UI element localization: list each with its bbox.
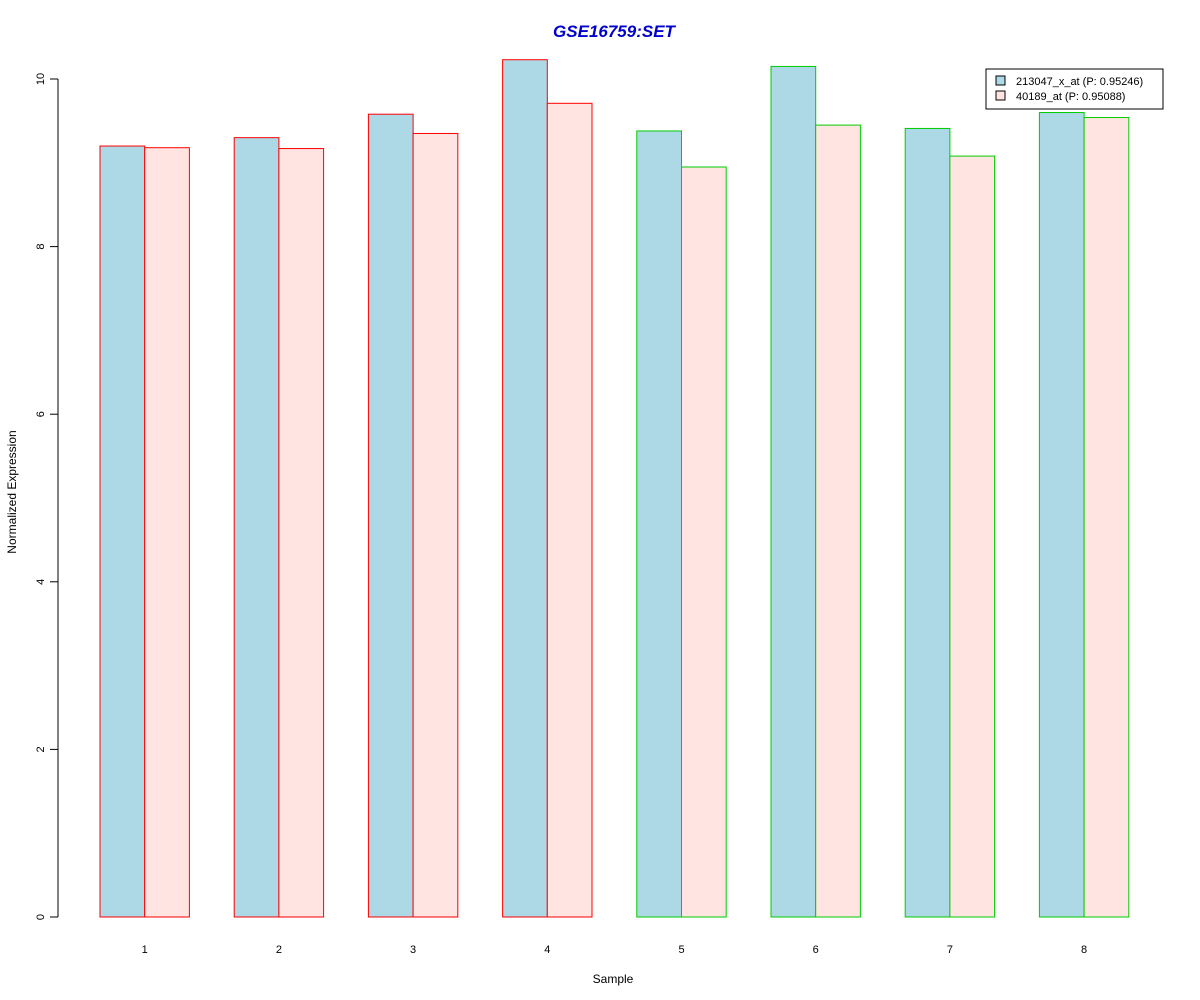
y-axis: 0 2 4 6 8 10 [35, 73, 59, 920]
x-axis-label: Sample [593, 972, 634, 986]
bar-sample-8-series-1 [1038, 112, 1085, 918]
bar-sample-1-series-1 [99, 145, 146, 918]
legend-label: 40189_at (P: 0.95088) [1016, 91, 1125, 103]
bar-sample-3-series-2 [412, 132, 459, 918]
x-tick-label: 5 [678, 944, 684, 956]
bar-sample-2-series-2 [278, 148, 325, 918]
bar-sample-4-series-1 [502, 59, 548, 918]
x-tick-label: 4 [544, 944, 550, 956]
x-tick-labels: 1 2 3 4 5 6 7 8 [142, 944, 1088, 956]
bar-sample-6-series-1 [770, 65, 817, 918]
bar-sample-7-series-2 [949, 155, 996, 918]
y-tick-label: 8 [35, 244, 47, 250]
bar-sample-1-series-2 [144, 147, 190, 918]
y-tick-label: 10 [35, 73, 47, 85]
bar-sample-4-series-2 [546, 102, 593, 918]
legend-swatch [995, 75, 1006, 86]
legend: 213047_x_at (P: 0.95246) 40189_at (P: 0.… [985, 68, 1164, 110]
x-tick-label: 7 [947, 944, 953, 956]
legend-label: 213047_x_at (P: 0.95246) [1016, 76, 1143, 88]
bar-sample-7-series-1 [904, 127, 951, 918]
bars-group [99, 59, 1130, 918]
y-tick-label: 2 [35, 746, 47, 752]
x-tick-label: 8 [1081, 944, 1087, 956]
bar-sample-6-series-2 [815, 124, 861, 918]
x-tick-label: 1 [142, 944, 148, 956]
x-tick-label: 3 [410, 944, 416, 956]
x-tick-label: 6 [813, 944, 819, 956]
bar-sample-3-series-1 [367, 113, 414, 918]
bar-sample-5-series-1 [636, 130, 682, 918]
y-tick-label: 6 [35, 411, 47, 417]
bar-sample-5-series-2 [681, 166, 727, 918]
y-axis-label: Normalized Expression [5, 430, 19, 553]
bar-sample-8-series-2 [1083, 117, 1130, 918]
x-tick-label: 2 [276, 944, 282, 956]
legend-swatch [995, 90, 1006, 101]
y-tick-label: 0 [35, 914, 47, 920]
chart-title: GSE16759:SET [553, 22, 677, 41]
legend-box [985, 68, 1164, 110]
bar-sample-2-series-1 [233, 137, 280, 918]
y-tick-label: 4 [35, 579, 47, 585]
